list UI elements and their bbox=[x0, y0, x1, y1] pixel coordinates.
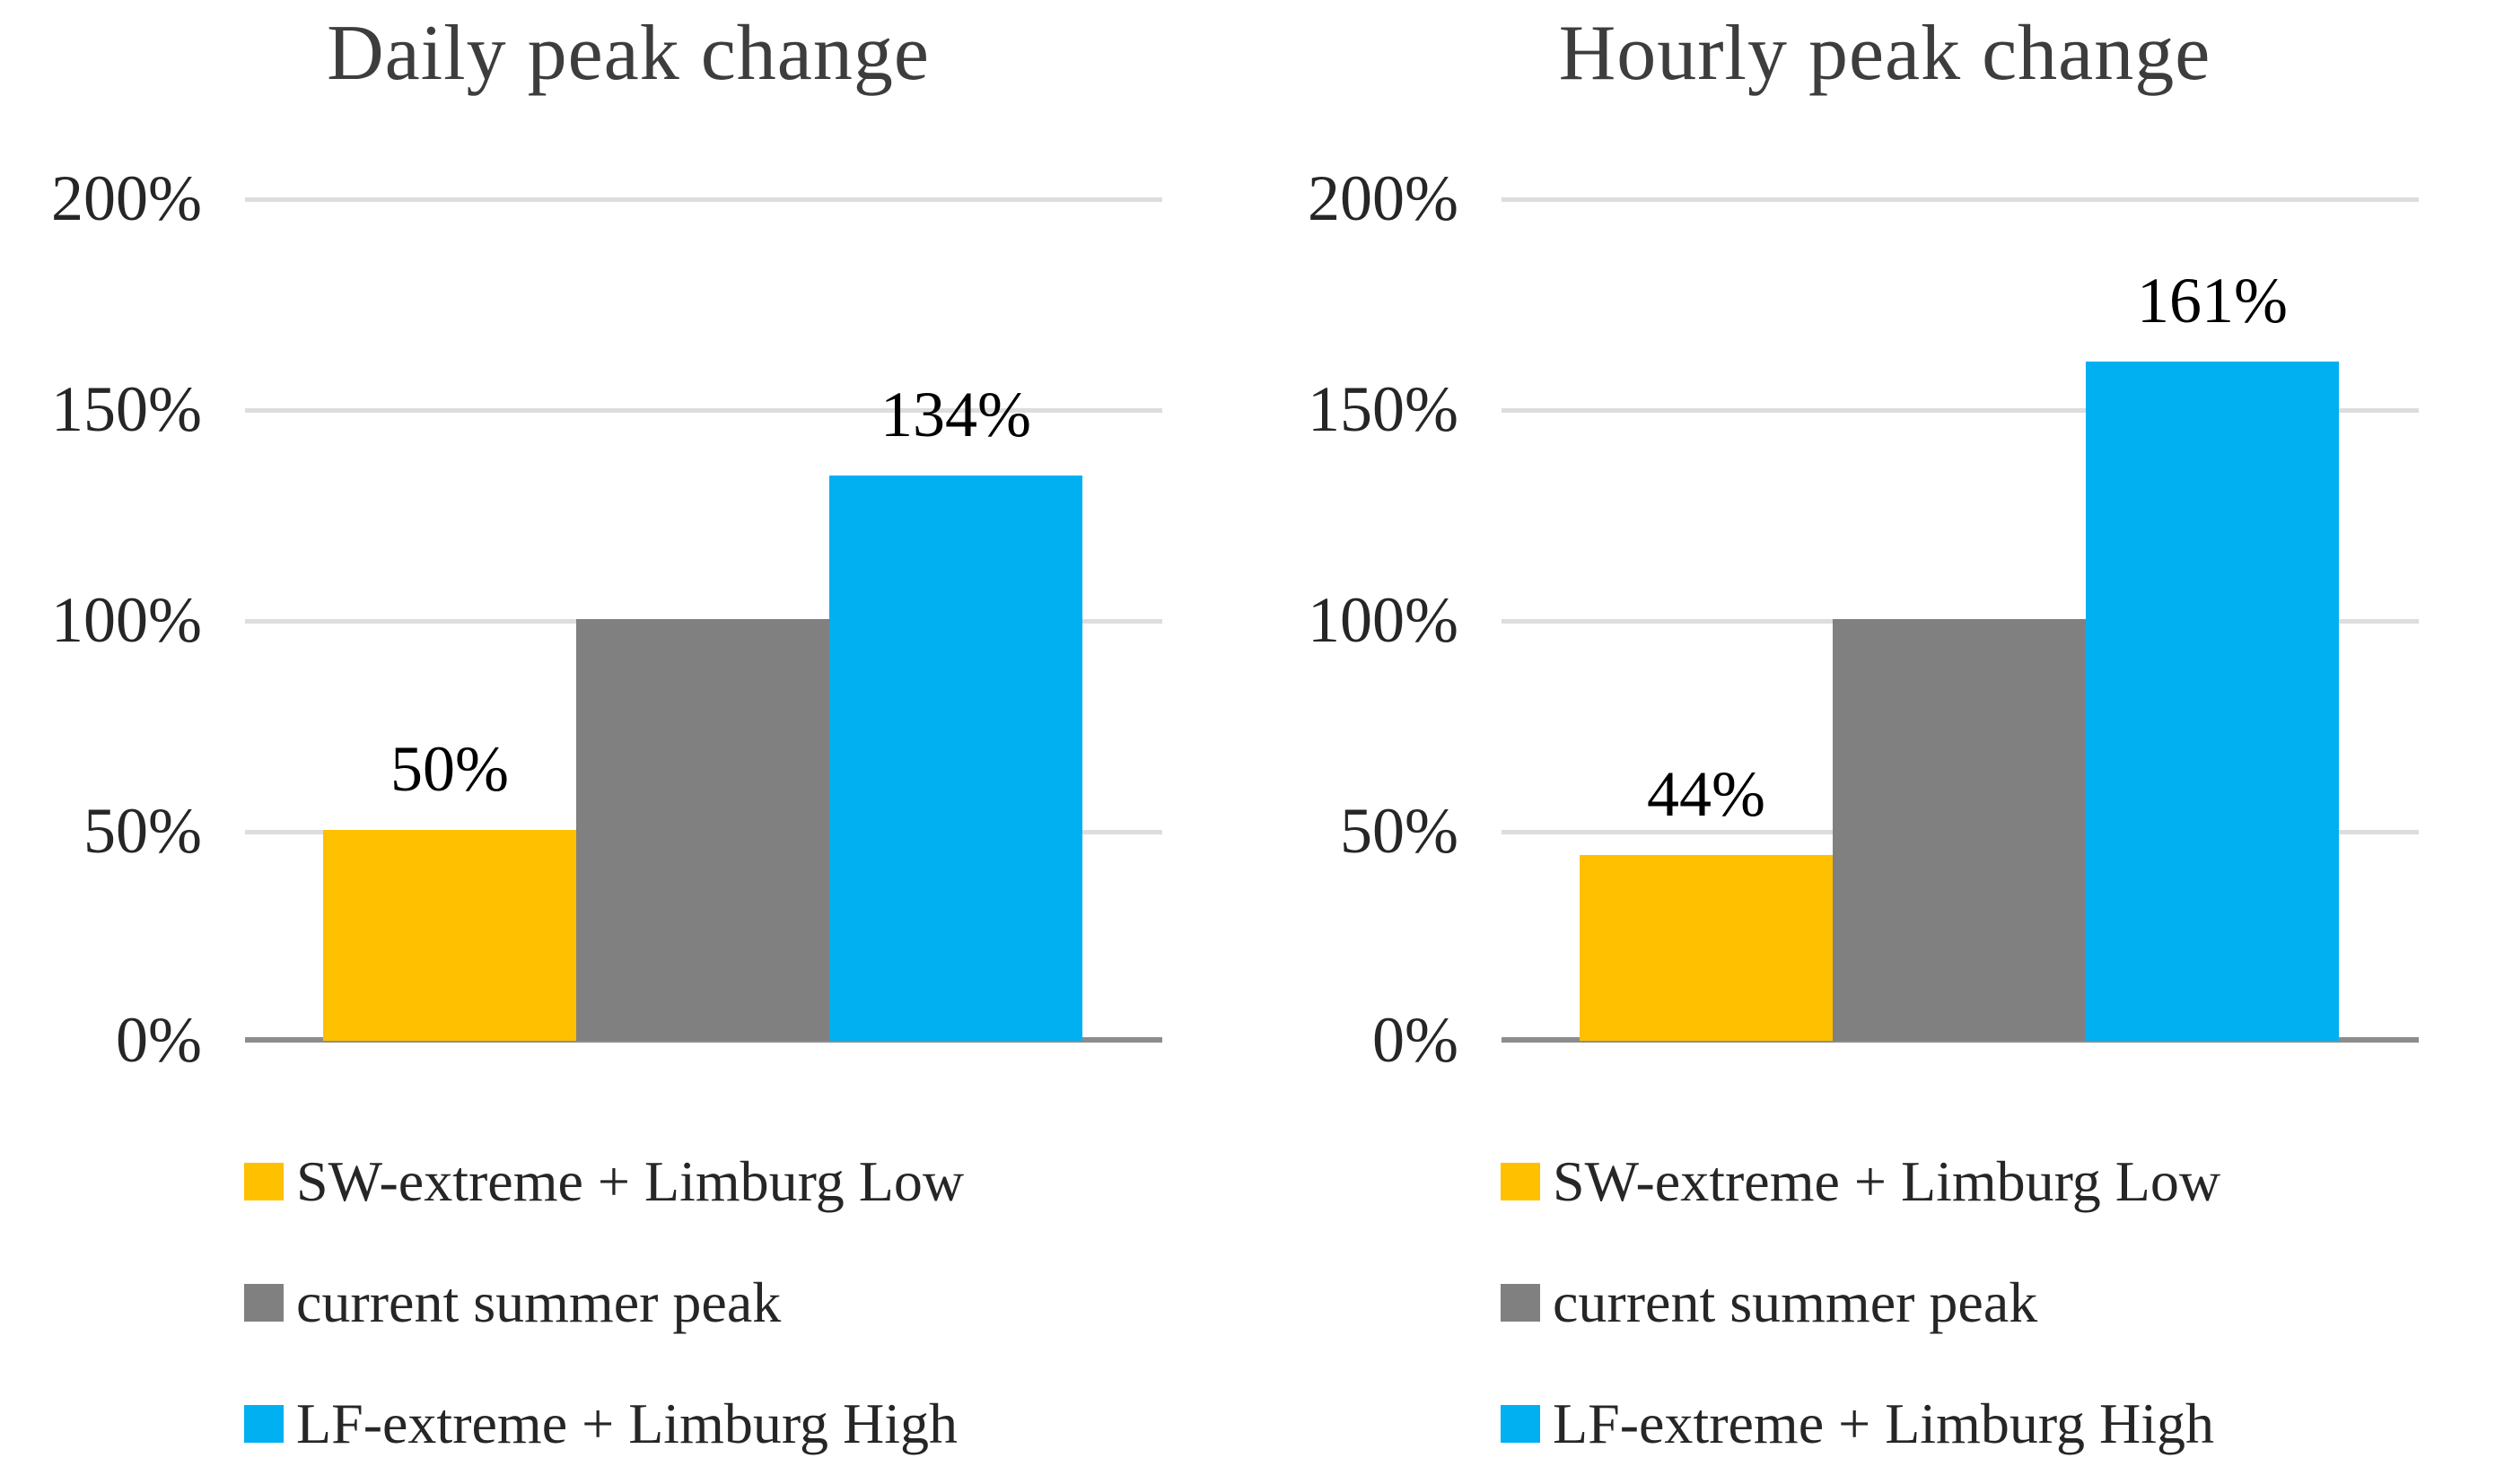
y-tick-label-150: 150% bbox=[1308, 373, 1458, 445]
y-tick-label-150: 150% bbox=[51, 373, 202, 445]
bar-value-label: 161% bbox=[2137, 265, 2288, 337]
legend-swatch-yellow bbox=[244, 1163, 284, 1200]
legend-item-lf-extreme-limburg-high: LF-extreme + Limburg High bbox=[244, 1385, 958, 1462]
bar-sw-extreme-limburg-low bbox=[1580, 855, 1833, 1041]
legend-swatch-gray bbox=[1501, 1284, 1540, 1322]
plot-area: 44% 161% bbox=[1256, 0, 2513, 1041]
legend-label: LF-extreme + Limburg High bbox=[296, 1392, 958, 1455]
bar-value-label: 134% bbox=[880, 379, 1031, 451]
y-tick-label-200: 200% bbox=[51, 162, 202, 234]
chart-panel-daily: Daily peak change 200% 150% 100% 50% 0% … bbox=[0, 0, 1256, 1484]
bar-sw-extreme-limburg-low bbox=[323, 830, 576, 1041]
gridline-200pct bbox=[245, 197, 1162, 202]
legend-item-lf-extreme-limburg-high: LF-extreme + Limburg High bbox=[1501, 1385, 2214, 1462]
legend-label: SW-extreme + Limburg Low bbox=[296, 1149, 965, 1213]
legend-item-sw-extreme-limburg-low: SW-extreme + Limburg Low bbox=[1501, 1143, 2220, 1220]
legend-label: current summer peak bbox=[296, 1270, 782, 1334]
y-tick-label-0: 0% bbox=[116, 1004, 202, 1076]
y-tick-label-100: 100% bbox=[51, 584, 202, 656]
legend-swatch-yellow bbox=[1501, 1163, 1540, 1200]
legend-label: current summer peak bbox=[1553, 1270, 2038, 1334]
legend-label: SW-extreme + Limburg Low bbox=[1553, 1149, 2221, 1213]
bar-value-label: 44% bbox=[1647, 758, 1765, 831]
legend-label: LF-extreme + Limburg High bbox=[1553, 1392, 2214, 1455]
legend-swatch-blue bbox=[1501, 1405, 1540, 1443]
chart-title: Daily peak change bbox=[327, 10, 930, 97]
bar-current-summer-peak bbox=[1833, 619, 2086, 1041]
legend-item-current-summer-peak: current summer peak bbox=[244, 1264, 781, 1341]
y-tick-label-50: 50% bbox=[1340, 795, 1458, 867]
y-tick-label-200: 200% bbox=[1308, 162, 1458, 234]
gridline-200pct bbox=[1502, 197, 2419, 202]
y-tick-label-100: 100% bbox=[1308, 584, 1458, 656]
gridline-150pct bbox=[1502, 408, 2419, 413]
bar-lf-extreme-limburg-high bbox=[829, 476, 1082, 1041]
y-tick-label-0: 0% bbox=[1372, 1004, 1458, 1076]
chart-title: Hourly peak change bbox=[1558, 10, 2211, 97]
chart-panel-hourly: Hourly peak change 200% 150% 100% 50% 0%… bbox=[1256, 0, 2513, 1484]
legend-swatch-blue bbox=[244, 1405, 284, 1443]
bar-current-summer-peak bbox=[576, 619, 829, 1041]
y-tick-label-50: 50% bbox=[83, 795, 202, 867]
bar-value-label: 50% bbox=[390, 733, 509, 805]
plot-area: 50% 134% bbox=[0, 0, 1256, 1041]
legend-swatch-gray bbox=[244, 1284, 284, 1322]
legend-item-current-summer-peak: current summer peak bbox=[1501, 1264, 2037, 1341]
legend-item-sw-extreme-limburg-low: SW-extreme + Limburg Low bbox=[244, 1143, 964, 1220]
bar-lf-extreme-limburg-high bbox=[2086, 362, 2339, 1041]
gridline-150pct bbox=[245, 408, 1162, 413]
